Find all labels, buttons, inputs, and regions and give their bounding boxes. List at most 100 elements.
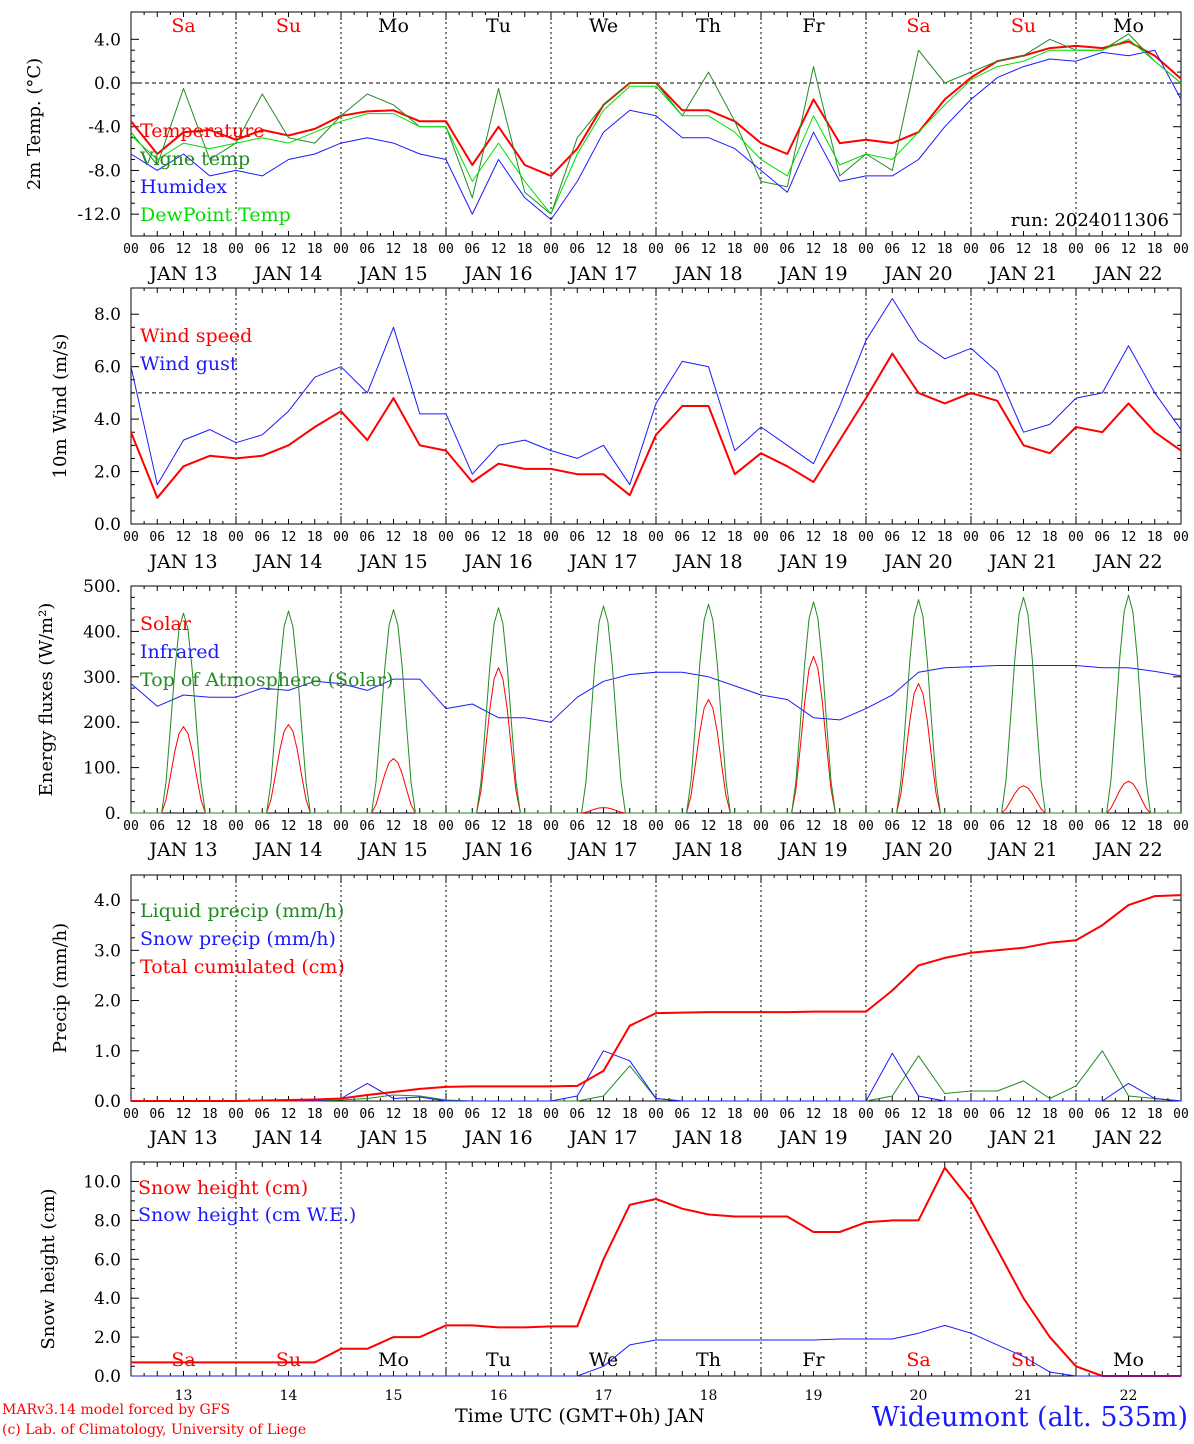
- date-label: JAN 14: [252, 263, 322, 285]
- hour-tick-label: 06: [149, 819, 165, 834]
- hour-tick-label: 18: [412, 819, 428, 834]
- date-label: JAN 19: [777, 551, 847, 573]
- plot-frame-energy: [130, 585, 1182, 814]
- hour-tick-label: 18: [937, 1107, 953, 1122]
- date-label: JAN 18: [672, 1127, 742, 1149]
- hour-tick-label: 06: [464, 1107, 480, 1122]
- hour-tick-label: 12: [491, 242, 507, 257]
- date-label: JAN 15: [357, 551, 427, 573]
- hour-tick-label: 12: [1016, 1107, 1032, 1122]
- series-line-temp-2: [130, 49, 1182, 221]
- hour-tick-label: 00: [753, 1107, 769, 1122]
- hour-tick-label: 00: [228, 1107, 244, 1122]
- date-label: JAN 21: [987, 839, 1057, 861]
- hour-tick-label: 00: [648, 242, 664, 257]
- hour-tick-label: 18: [937, 242, 953, 257]
- hour-tick-label: 06: [1094, 1107, 1110, 1122]
- hour-tick-label: 00: [123, 1107, 139, 1122]
- y-tick-label: 2.0: [94, 1328, 121, 1348]
- y-tick-label: -12.0: [77, 205, 121, 225]
- y-axis-label-precip: Precip (mm/h): [50, 923, 71, 1053]
- y-tick-label: 300.: [83, 668, 121, 688]
- y-tick-label: 0.0: [94, 74, 121, 94]
- hour-tick-label: 18: [412, 242, 428, 257]
- y-tick-label: 6.0: [94, 1250, 121, 1270]
- weekday-label: Sa: [171, 1349, 195, 1371]
- hour-tick-label: 18: [937, 530, 953, 545]
- hour-tick-label: 00: [438, 819, 454, 834]
- legend-entry: Wind gust: [140, 353, 238, 375]
- hour-tick-label: 00: [123, 530, 139, 545]
- date-label: JAN 14: [252, 551, 322, 573]
- date-label: JAN 15: [357, 839, 427, 861]
- run-annotation: run: 2024011306: [1011, 210, 1169, 231]
- date-label: JAN 17: [567, 839, 637, 861]
- date-label: JAN 16: [462, 263, 532, 285]
- weekday-label: Su: [1011, 15, 1036, 37]
- legend-entry: Solar: [140, 613, 192, 635]
- hour-tick-label: 00: [1068, 819, 1084, 834]
- weekday-label: Tu: [486, 1349, 511, 1371]
- hour-tick-label: 12: [176, 1107, 192, 1122]
- hour-tick-label: 06: [569, 819, 585, 834]
- hour-tick-label: 00: [228, 530, 244, 545]
- hour-tick-label: 12: [491, 530, 507, 545]
- date-label: JAN 18: [672, 263, 742, 285]
- series-line-temp-3: [130, 38, 1182, 215]
- series-line-precip-2: [131, 894, 1182, 1102]
- hour-tick-label: 00: [1068, 1107, 1084, 1122]
- hour-tick-label: 18: [1042, 530, 1058, 545]
- hour-tick-label: 12: [1016, 819, 1032, 834]
- hour-tick-label: 18: [727, 819, 743, 834]
- y-axis-label-energy: Energy fluxes (W/m²): [36, 603, 57, 797]
- series-line-wind-1: [130, 298, 1182, 486]
- hour-tick-label: 12: [701, 242, 717, 257]
- y-tick-label: -8.0: [88, 161, 121, 181]
- hour-tick-label: 06: [1094, 819, 1110, 834]
- hour-tick-label: 06: [779, 242, 795, 257]
- date-label: JAN 22: [1092, 263, 1162, 285]
- date-label: JAN 19: [777, 1127, 847, 1149]
- legend-entry: Temperature: [140, 120, 264, 142]
- hour-tick-label: 18: [307, 242, 323, 257]
- y-tick-label: 0.0: [94, 1092, 121, 1112]
- hour-tick-label: 06: [464, 530, 480, 545]
- hour-tick-label: 18: [832, 819, 848, 834]
- hour-tick-label: 00: [123, 819, 139, 834]
- hour-tick-label: 12: [806, 242, 822, 257]
- date-label: JAN 19: [777, 263, 847, 285]
- series-line-wind-0: [130, 352, 1182, 499]
- hour-tick-label: 18: [1042, 242, 1058, 257]
- y-tick-label: 500.: [83, 577, 121, 597]
- hour-tick-label: 18: [727, 242, 743, 257]
- hour-tick-label: 12: [176, 242, 192, 257]
- hour-tick-label: 18: [727, 530, 743, 545]
- day-number-label: 16: [490, 1388, 508, 1404]
- hour-tick-label: 12: [281, 530, 297, 545]
- hour-tick-label: 12: [701, 819, 717, 834]
- weekday-label: Mo: [378, 15, 409, 37]
- hour-tick-label: 06: [674, 819, 690, 834]
- day-number-label: 19: [805, 1388, 823, 1404]
- hour-tick-label: 12: [1121, 530, 1137, 545]
- hour-tick-label: 06: [254, 530, 270, 545]
- hour-tick-label: 06: [779, 530, 795, 545]
- y-tick-label: 0.0: [94, 1367, 121, 1387]
- hour-tick-label: 12: [491, 1107, 507, 1122]
- date-label: JAN 21: [987, 551, 1057, 573]
- hour-tick-label: 06: [989, 242, 1005, 257]
- hour-tick-label: 12: [701, 530, 717, 545]
- y-tick-label: 4.0: [94, 1289, 121, 1309]
- hour-tick-label: 00: [1173, 530, 1189, 545]
- hour-tick-label: 06: [674, 530, 690, 545]
- weekday-label: Tu: [486, 15, 511, 37]
- hour-tick-label: 18: [1147, 530, 1163, 545]
- hour-tick-label: 00: [753, 530, 769, 545]
- hour-tick-label: 00: [333, 242, 349, 257]
- weekday-label: Sa: [171, 15, 195, 37]
- hour-tick-label: 12: [176, 530, 192, 545]
- hour-tick-label: 12: [281, 1107, 297, 1122]
- hour-tick-label: 18: [622, 242, 638, 257]
- hour-tick-label: 00: [648, 819, 664, 834]
- weekday-label: Th: [696, 1349, 721, 1371]
